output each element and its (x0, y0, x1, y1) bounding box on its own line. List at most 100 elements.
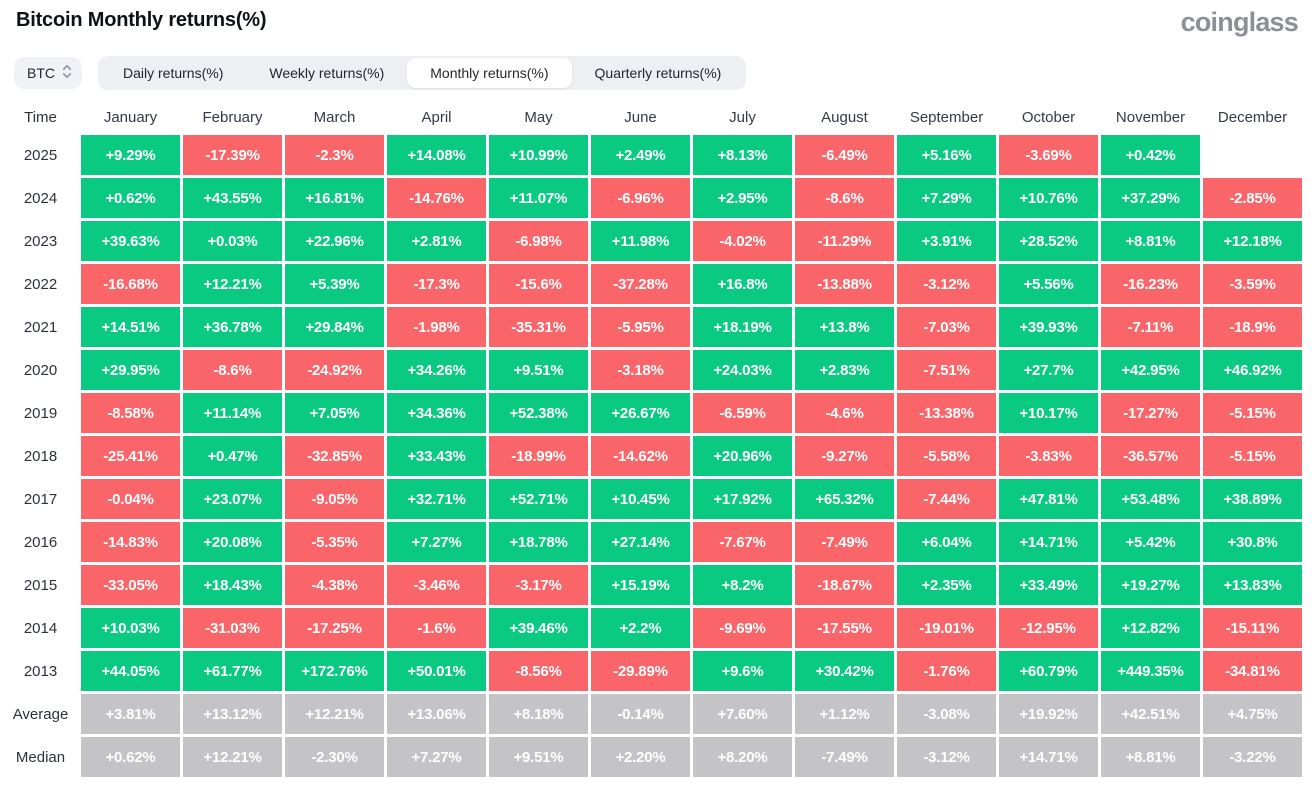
return-cell: +10.45% (591, 479, 690, 519)
return-cell: -3.69% (999, 135, 1098, 175)
tab-monthly-returns[interactable]: Monthly returns(%) (407, 58, 572, 88)
return-cell: +8.81% (1101, 737, 1200, 777)
return-cell: +449.35% (1101, 651, 1200, 691)
return-cell: -9.69% (693, 608, 792, 648)
return-cell: -5.15% (1203, 436, 1302, 476)
return-cell: +0.62% (81, 178, 180, 218)
return-cell: -3.22% (1203, 737, 1302, 777)
return-cell: -15.6% (489, 264, 588, 304)
return-cell: +14.71% (999, 522, 1098, 562)
return-cell: -9.27% (795, 436, 894, 476)
table-row: 2024 +0.62% +43.55% +16.81% -14.76% +11.07% -6… (0, 178, 1314, 218)
return-cell: +8.2% (693, 565, 792, 605)
return-cell: -15.11% (1203, 608, 1302, 648)
return-cell: -18.67% (795, 565, 894, 605)
return-cell: +46.92% (1203, 350, 1302, 390)
return-cell: +3.81% (81, 694, 180, 734)
return-cell: +8.13% (693, 135, 792, 175)
return-cell: +12.21% (183, 264, 282, 304)
return-cell: -7.11% (1101, 307, 1200, 347)
return-cell: +10.17% (999, 393, 1098, 433)
return-cell: -3.59% (1203, 264, 1302, 304)
return-cell: -8.6% (183, 350, 282, 390)
return-cell: +32.71% (387, 479, 486, 519)
coinglass-logo: coinglass (1180, 7, 1299, 37)
return-cell: +5.39% (285, 264, 384, 304)
return-cell: +3.91% (897, 221, 996, 261)
return-cell: -3.12% (897, 264, 996, 304)
return-cell: +0.03% (183, 221, 282, 261)
return-cell: +13.8% (795, 307, 894, 347)
symbol-selector[interactable]: BTC (14, 57, 82, 89)
page-title: Bitcoin Monthly returns(%) (16, 9, 267, 31)
return-cell: +12.82% (1101, 608, 1200, 648)
return-cell: +172.76% (285, 651, 384, 691)
return-cell: -6.96% (591, 178, 690, 218)
return-cell: +14.71% (999, 737, 1098, 777)
table-row: 2017 -0.04% +23.07% -9.05% +32.71% +52.71% +10… (0, 479, 1314, 519)
tab-weekly-returns[interactable]: Weekly returns(%) (246, 56, 407, 90)
return-cell: +14.51% (81, 307, 180, 347)
return-cell: +2.35% (897, 565, 996, 605)
return-cell: +52.71% (489, 479, 588, 519)
table-row: 2022 -16.68% +12.21% +5.39% -17.3% -15.6% -37.… (0, 264, 1314, 304)
return-cell: -4.6% (795, 393, 894, 433)
return-cell: +23.07% (183, 479, 282, 519)
return-cell: +37.29% (1101, 178, 1200, 218)
up-down-chevron-icon (62, 64, 72, 82)
return-cell: +14.08% (387, 135, 486, 175)
return-cell: -17.27% (1101, 393, 1200, 433)
month-header-row: Time January February March April May June July… (0, 99, 1314, 135)
time-header: Time (24, 108, 57, 126)
return-cell: +22.96% (285, 221, 384, 261)
return-cell: -9.05% (285, 479, 384, 519)
return-cell: +9.51% (489, 737, 588, 777)
return-cell: +27.7% (999, 350, 1098, 390)
return-cell: -32.85% (285, 436, 384, 476)
table-row: 2016 -14.83% +20.08% -5.35% +7.27% +18.78% +27… (0, 522, 1314, 562)
return-cell: +53.48% (1101, 479, 1200, 519)
return-cell: +28.52% (999, 221, 1098, 261)
returns-table: Time January February March April May June July… (0, 99, 1314, 777)
return-cell: -14.62% (591, 436, 690, 476)
return-cell: -25.41% (81, 436, 180, 476)
month-header: November (1115, 108, 1186, 126)
return-cell: +2.2% (591, 608, 690, 648)
return-cell: +33.43% (387, 436, 486, 476)
return-cell: +6.04% (897, 522, 996, 562)
month-header: December (1217, 108, 1288, 126)
return-cell: +8.81% (1101, 221, 1200, 261)
return-cell: -18.9% (1203, 307, 1302, 347)
return-cell: -16.23% (1101, 264, 1200, 304)
return-cell: +12.18% (1203, 221, 1302, 261)
return-cell: -8.56% (489, 651, 588, 691)
table-row: 2018 -25.41% +0.47% -32.85% +33.43% -18.99% -1… (0, 436, 1314, 476)
return-cell: -4.38% (285, 565, 384, 605)
return-cell: +7.29% (897, 178, 996, 218)
row-label: 2020 (23, 361, 58, 379)
return-cell: +2.83% (795, 350, 894, 390)
return-cell: +13.12% (183, 694, 282, 734)
return-cell: +2.81% (387, 221, 486, 261)
returns-table-body: 2025 +9.29% -17.39% -2.3% +14.08% +10.99% +2.4… (0, 135, 1314, 777)
return-cell: -5.95% (591, 307, 690, 347)
return-cell: +42.51% (1101, 694, 1200, 734)
return-cell: -24.92% (285, 350, 384, 390)
top-bar: Bitcoin Monthly returns(%) coinglass (0, 0, 1314, 46)
return-cell: -35.31% (489, 307, 588, 347)
row-label: Median (15, 748, 66, 766)
return-cell: -3.12% (897, 737, 996, 777)
tab-quarterly-returns[interactable]: Quarterly returns(%) (572, 56, 745, 90)
return-cell: +5.16% (897, 135, 996, 175)
return-cell: +5.56% (999, 264, 1098, 304)
return-cell: +18.19% (693, 307, 792, 347)
row-label: 2021 (23, 318, 58, 336)
return-cell: +18.78% (489, 522, 588, 562)
return-cell: +9.6% (693, 651, 792, 691)
return-cell: +43.55% (183, 178, 282, 218)
return-cell: +30.8% (1203, 522, 1302, 562)
tab-daily-returns[interactable]: Daily returns(%) (100, 56, 246, 90)
return-cell: +9.29% (81, 135, 180, 175)
return-cell: +39.63% (81, 221, 180, 261)
return-cell: -7.03% (897, 307, 996, 347)
